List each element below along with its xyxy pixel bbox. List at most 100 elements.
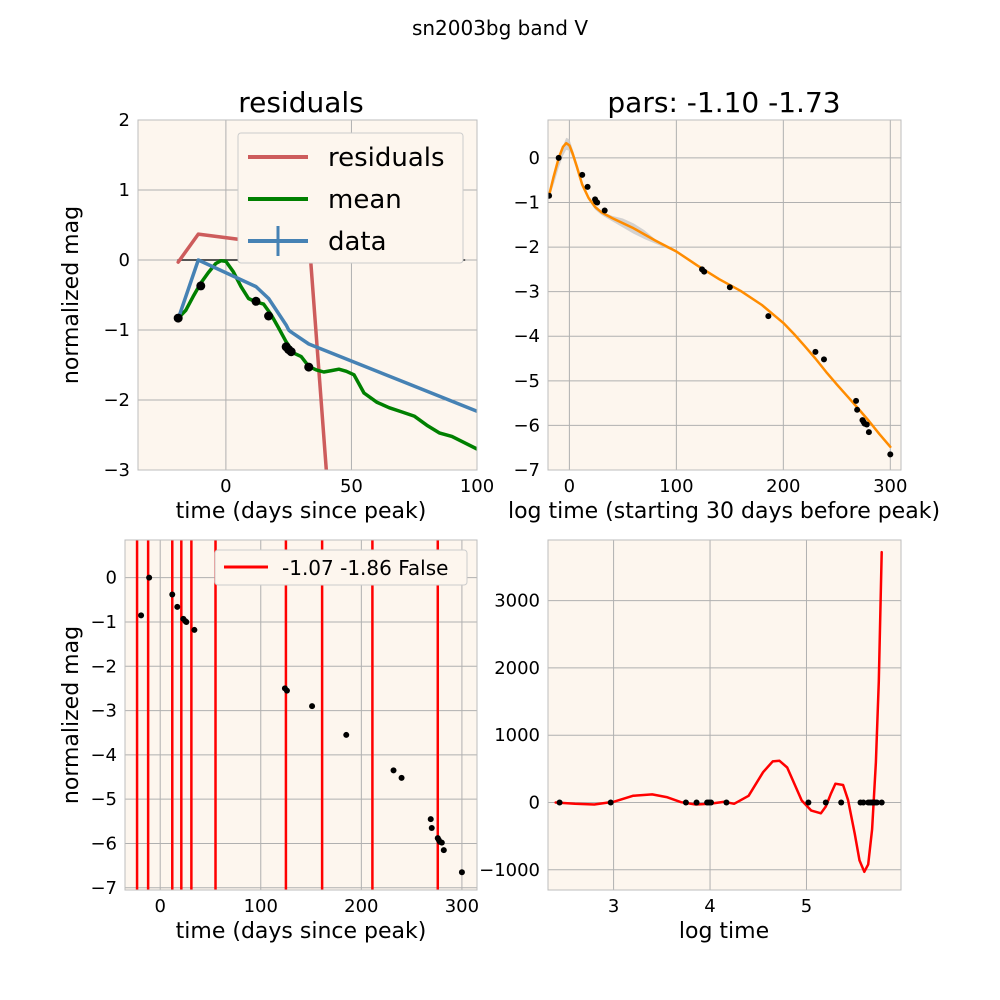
y-tick-label: 3000 — [494, 591, 540, 612]
data-point — [548, 192, 553, 199]
y-axis-label: normalized mag — [59, 626, 84, 804]
x-tick-label: 100 — [460, 476, 494, 497]
marks — [135, 540, 465, 890]
data-point — [693, 799, 700, 806]
panel-residuals: 0 50 100 −3 −2 −1 0 1 2 residuals time (days sin… — [59, 86, 494, 524]
y-tick-label: 0 — [106, 568, 117, 589]
data-point — [458, 869, 465, 876]
plot-area — [548, 120, 901, 470]
x-tick-label: 4 — [704, 896, 715, 917]
x-tick-label: 3 — [608, 896, 619, 917]
marks — [548, 137, 894, 458]
data-point — [860, 799, 867, 806]
figure-suptitle: sn2003bg band V — [412, 16, 588, 40]
legend-label: -1.07 -1.86 False — [282, 556, 448, 580]
x-tick-label: 300 — [445, 896, 479, 917]
legend-label-data: data — [328, 227, 387, 257]
y-tick-label: −7 — [90, 878, 117, 899]
panel-title: pars: -1.10 -1.73 — [607, 86, 840, 119]
x-tick-label: 200 — [344, 896, 378, 917]
marks — [554, 550, 885, 874]
data-point — [812, 348, 819, 355]
data-point — [191, 626, 198, 633]
data-point — [607, 799, 614, 806]
data-point — [390, 767, 397, 774]
data-point — [138, 612, 145, 619]
x-tick-label: 200 — [766, 476, 800, 497]
y-tick-label: −5 — [90, 789, 117, 810]
series-line-curve — [554, 550, 883, 874]
y-tick-label: −1 — [90, 612, 117, 633]
y-tick-label: −6 — [90, 833, 117, 854]
y-tick-label: −3 — [103, 460, 130, 481]
y-axis-label: normalized mag — [59, 206, 84, 384]
y-tick-label: −1 — [103, 320, 130, 341]
data-point — [726, 284, 733, 291]
data-point — [196, 281, 206, 291]
data-point — [183, 618, 190, 625]
axes-frame — [547, 119, 902, 471]
axes-frame — [137, 119, 478, 471]
data-point — [173, 313, 183, 323]
y-tick-label: −2 — [513, 237, 540, 258]
data-point — [556, 799, 563, 806]
data-point — [304, 362, 314, 372]
data-point — [701, 268, 708, 275]
data-point — [555, 154, 562, 161]
x-axis-label: log time (starting 30 days before peak) — [508, 499, 940, 524]
data-point — [838, 799, 845, 806]
data-point — [428, 824, 435, 831]
y-tick-label: −1 — [513, 192, 540, 213]
data-point — [682, 799, 689, 806]
panel-vlines: 0 100 200 300 −7 −6 −5 −4 −3 −2 −1 0 time (days sin… — [59, 539, 479, 944]
plot-area — [125, 540, 477, 890]
x-tick-label: 0 — [220, 476, 231, 497]
y-tick-label: 0 — [529, 793, 540, 814]
data-point — [251, 296, 261, 306]
x-tick-label: 0 — [564, 476, 575, 497]
panel-title: residuals — [238, 86, 364, 119]
y-tick-label: −3 — [513, 282, 540, 303]
y-tick-label: −2 — [90, 656, 117, 677]
x-axis-label: log time — [679, 919, 769, 944]
panel-pars: 0 100 200 300 −7 −6 −5 −4 −3 −2 −1 0 pars: -1.10 -1… — [508, 86, 940, 524]
axes-frame — [547, 539, 902, 891]
data-point — [865, 429, 872, 436]
y-tick-label: −5 — [513, 371, 540, 392]
data-point — [283, 687, 290, 694]
x-tick-label: 0 — [154, 896, 165, 917]
data-point — [398, 774, 405, 781]
data-point — [765, 313, 772, 320]
x-tick-label: 50 — [340, 476, 363, 497]
data-point — [723, 799, 730, 806]
plot-area — [548, 540, 901, 890]
x-tick-label: 5 — [801, 896, 812, 917]
y-tick-label: −1000 — [479, 860, 540, 881]
data-point — [594, 199, 601, 206]
legend: residuals mean data — [237, 132, 464, 264]
series-line-data — [176, 258, 477, 413]
data-point — [286, 347, 296, 357]
series-line-fit — [548, 141, 892, 449]
data-point — [174, 603, 181, 610]
data-point — [309, 703, 316, 710]
tick-labels: 3 4 5 −1000 0 1000 2000 3000 — [479, 591, 812, 917]
data-point — [169, 591, 176, 598]
data-point — [707, 799, 714, 806]
series-line-mean — [176, 258, 477, 451]
data-point — [601, 207, 608, 214]
tick-labels: 0 50 100 −3 −2 −1 0 1 2 — [103, 110, 494, 497]
x-tick-label: 300 — [873, 476, 907, 497]
data-point — [343, 731, 350, 738]
data-point — [264, 311, 274, 321]
grid — [125, 540, 477, 890]
x-axis-label: time (days since peak) — [176, 919, 427, 944]
data-point — [820, 356, 827, 363]
data-point — [438, 839, 445, 846]
x-tick-label: 100 — [659, 476, 693, 497]
legend-label-residuals: residuals — [328, 143, 445, 173]
data-point — [579, 171, 586, 178]
legend: -1.07 -1.86 False — [214, 549, 468, 586]
data-point — [863, 421, 870, 428]
y-tick-label: −2 — [103, 390, 130, 411]
